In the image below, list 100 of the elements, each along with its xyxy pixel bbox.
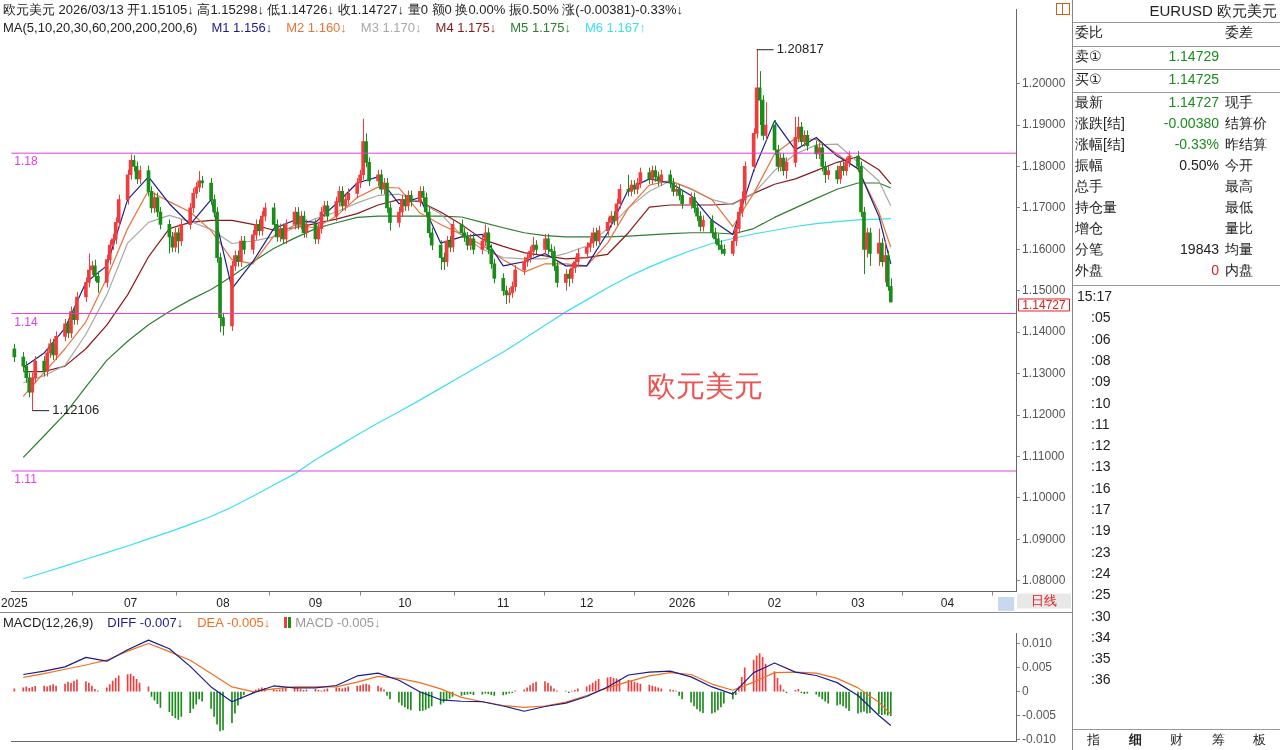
text: :23 xyxy=(1091,543,1111,560)
ref-line-label: 1.11 xyxy=(14,472,38,487)
text: 总手 xyxy=(1075,178,1103,196)
text: :34 xyxy=(1091,628,1111,645)
text: :09 xyxy=(1091,373,1111,390)
text: -0.00380 xyxy=(1163,115,1219,131)
text: :16 xyxy=(1091,479,1111,496)
y-tick-label: 1.20000 xyxy=(1022,75,1066,90)
x-tick-label: 02 xyxy=(767,596,782,611)
legend-title: MA(5,10,20,30,60,200,200,200,6) xyxy=(3,20,198,35)
text: 1.14725 xyxy=(1168,71,1219,87)
y-tick-label: 1.14000 xyxy=(1022,324,1066,339)
y-tick-label: 0.010 xyxy=(1022,636,1053,651)
text: 内盘 xyxy=(1225,262,1253,280)
text: :08 xyxy=(1091,351,1111,368)
text: 涨幅[结] xyxy=(1075,136,1125,154)
text: 外盘 xyxy=(1075,262,1103,280)
text: M5 1.175↓ xyxy=(510,20,571,35)
text: :06 xyxy=(1091,330,1111,347)
text: 昨结算 xyxy=(1225,136,1267,154)
text: M6 1.167↑ xyxy=(584,20,646,35)
x-tick-label: 2025 xyxy=(1,596,29,611)
text: M4 1.175↓ xyxy=(435,20,497,35)
x-tick-label: 2026 xyxy=(668,596,696,611)
x-tick-label: 04 xyxy=(940,596,955,611)
annotation: 1.20817 xyxy=(776,41,824,57)
y-tick-label: 1.17000 xyxy=(1022,200,1066,215)
text: 19843 xyxy=(1180,241,1219,257)
text: -0.33% xyxy=(1174,136,1219,152)
text: :35 xyxy=(1091,650,1111,667)
text: 量比 xyxy=(1225,220,1253,238)
text: EURUSD 欧元美元 xyxy=(1149,2,1277,21)
text: M2 1.160↓ xyxy=(286,20,347,35)
text: 筹 xyxy=(1210,731,1226,749)
text: :11 xyxy=(1091,415,1110,432)
series-label: DIFF -0.007↓ xyxy=(107,615,184,630)
text: 指 xyxy=(1086,731,1101,749)
y-tick-label: 1.15000 xyxy=(1022,283,1066,298)
text: DEA -0.005↓ xyxy=(197,615,271,630)
y-tick-label: 0.005 xyxy=(1022,660,1053,675)
text: 1.14729 xyxy=(1168,48,1219,64)
ref-line-label: 1.14 xyxy=(14,314,39,329)
text: :17 xyxy=(1091,501,1111,517)
x-tick-label: 07 xyxy=(123,596,138,611)
y-tick-label: 1.13000 xyxy=(1022,365,1066,380)
x-tick-label: 09 xyxy=(308,596,323,611)
text: 持仓量 xyxy=(1075,199,1117,217)
text: 均量 xyxy=(1225,241,1253,259)
text: 结算价 xyxy=(1225,115,1267,133)
text: 委比 xyxy=(1075,24,1103,42)
chart-title: 欧元美元 2026/03/13 开1.15105↓ 高1.15298↓ 低1.14726↓ 收1.14727↓ 量0 额0 换0.00% 振0.50% 涨(-0.00381)-0.33%↓ xyxy=(3,1,683,19)
text: 最新 xyxy=(1075,94,1103,112)
text: 0.50% xyxy=(1179,157,1219,173)
text: 买① xyxy=(1075,71,1102,89)
text: 卖① xyxy=(1075,48,1102,66)
text: 板 xyxy=(1252,731,1268,749)
y-tick-label: 1.10000 xyxy=(1022,490,1066,505)
text: 15:17 xyxy=(1077,288,1113,304)
legend-label: MACD -0.005↓ xyxy=(295,615,381,630)
text: 0 xyxy=(1211,262,1219,278)
ref-line-label: 1.18 xyxy=(14,154,39,169)
text: M3 1.170↓ xyxy=(360,20,422,35)
text: M1 1.156↓ xyxy=(211,20,273,35)
y-tick-label: 1.12000 xyxy=(1022,407,1066,422)
x-tick-label: 11 xyxy=(497,596,510,611)
annotation: 欧元美元 xyxy=(646,369,763,402)
text: 1.14727 xyxy=(1168,94,1219,110)
text: :05 xyxy=(1091,309,1111,326)
y-tick-label: 0 xyxy=(1022,684,1029,699)
text: 振幅 xyxy=(1075,157,1103,175)
text: 1.14727 xyxy=(1022,297,1067,312)
text: :13 xyxy=(1091,458,1111,475)
y-tick-label: -0.010 xyxy=(1022,731,1057,746)
text: :36 xyxy=(1091,671,1111,688)
text: :10 xyxy=(1091,394,1111,411)
text: :25 xyxy=(1091,586,1111,603)
x-tick-label: 08 xyxy=(216,596,231,611)
y-tick-label: 1.18000 xyxy=(1022,158,1066,173)
y-tick-label: 1.08000 xyxy=(1022,573,1066,588)
y-tick-label: 1.11000 xyxy=(1022,448,1065,463)
text: 财 xyxy=(1169,731,1185,749)
text: :30 xyxy=(1091,607,1111,624)
y-tick-label: 1.09000 xyxy=(1022,531,1066,546)
text: :12 xyxy=(1091,437,1111,454)
y-tick-label: 1.19000 xyxy=(1022,117,1066,132)
legend-title: MACD(12,26,9) xyxy=(3,615,94,630)
y-tick-label: -0.005 xyxy=(1022,707,1057,722)
text: :24 xyxy=(1091,564,1111,581)
text: 最低 xyxy=(1225,199,1253,217)
x-tick-label: 10 xyxy=(398,596,412,611)
text: 委差 xyxy=(1225,24,1253,42)
text: 最高 xyxy=(1225,178,1253,196)
text: 增仓 xyxy=(1075,220,1103,238)
x-tick-label: 12 xyxy=(580,596,594,611)
x-tick-label: 03 xyxy=(851,596,865,611)
text: 日线 xyxy=(1031,593,1057,609)
text: 现手 xyxy=(1225,94,1253,112)
text: :19 xyxy=(1091,522,1111,539)
y-tick-label: 1.16000 xyxy=(1022,241,1066,256)
text: 今开 xyxy=(1225,157,1253,175)
